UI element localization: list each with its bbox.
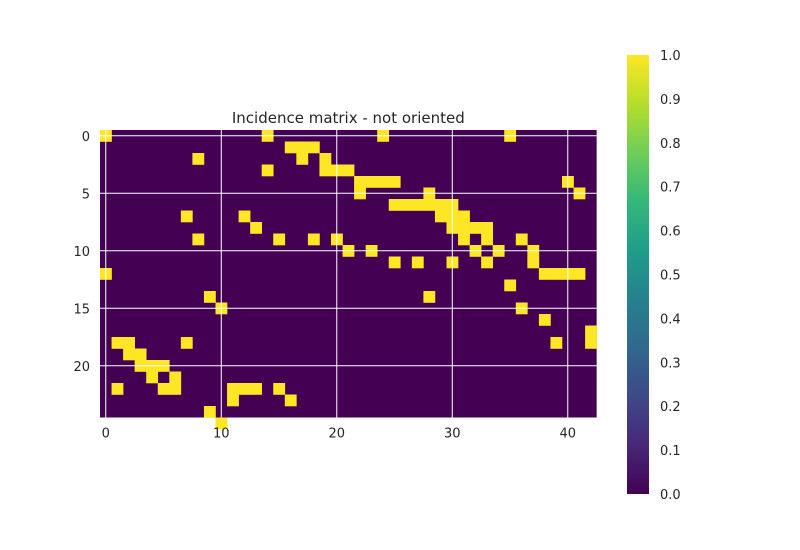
x-tick-label: 0 (102, 427, 110, 442)
heatmap-cell (284, 394, 297, 407)
heatmap-cell (400, 199, 413, 211)
heatmap-cell (481, 256, 493, 269)
heatmap-cell (192, 153, 205, 165)
colorbar-tick-label: 0.2 (660, 400, 681, 415)
heatmap-cell (319, 164, 332, 177)
heatmap-cell (261, 164, 274, 177)
heatmap-cell (203, 291, 216, 303)
heatmap-cell (388, 176, 401, 188)
heatmap-cell (273, 233, 286, 246)
heatmap-cell (238, 383, 251, 395)
colorbar-tick-label: 0.9 (660, 93, 681, 108)
chart-title: Incidence matrix - not oriented (232, 109, 465, 127)
heatmap-cell (123, 337, 135, 349)
heatmap-cell (434, 199, 447, 211)
heatmap-cell (180, 210, 193, 223)
heatmap-cell (250, 222, 262, 234)
y-tick-label: 5 (82, 187, 90, 202)
heatmap-cell (515, 233, 528, 246)
heatmap-cell (296, 141, 309, 154)
heatmap-cell (169, 383, 182, 395)
x-tick-label: 40 (560, 427, 577, 442)
heatmap-plot (100, 130, 597, 430)
colorbar-tick-label: 0.0 (660, 488, 681, 503)
heatmap-cell (481, 233, 493, 246)
colorbar: 0.0 0.1 0.2 0.3 0.4 0.5 0.6 0.7 0.8 0.9 1.0 (627, 49, 681, 503)
colorbar-tick-label: 0.7 (660, 181, 681, 196)
heatmap-cell (342, 164, 355, 177)
heatmap-cell (538, 268, 551, 280)
heatmap-cell (180, 337, 193, 349)
heatmap-cell (550, 268, 563, 280)
heatmap-cell (388, 256, 401, 269)
y-tick-label: 15 (73, 302, 90, 317)
heatmap-cell (550, 337, 563, 349)
x-tick-label: 10 (213, 427, 230, 442)
heatmap-background (100, 130, 597, 418)
colorbar-tick-label: 0.6 (660, 225, 681, 240)
heatmap-cell (354, 176, 366, 188)
heatmap-cell (307, 233, 320, 246)
heatmap-cell (273, 383, 286, 395)
grid-lines (100, 130, 597, 418)
heatmap-cell (215, 417, 228, 430)
heatmap-cell (250, 383, 262, 395)
heatmap-cell (504, 279, 517, 292)
heatmap-cell (434, 210, 447, 223)
heatmap-cell (192, 233, 205, 246)
axis-ticks: 0 10 20 30 40 0 5 10 15 20 (73, 130, 576, 442)
heatmap-cell (111, 383, 124, 395)
y-tick-label: 20 (73, 360, 90, 375)
heatmap-cell (169, 371, 182, 384)
heatmap-cell (111, 337, 124, 349)
heatmap-cell (585, 337, 597, 349)
heatmap-cell (157, 383, 170, 395)
y-tick-label: 0 (82, 130, 90, 145)
heatmap-cell (411, 256, 424, 269)
heatmap-cell (377, 176, 390, 188)
heatmap-cell (227, 383, 239, 395)
colorbar-tick-label: 0.4 (660, 312, 681, 327)
heatmap-cell (423, 291, 436, 303)
colorbar-tick-label: 1.0 (660, 49, 681, 64)
y-tick-label: 10 (73, 245, 90, 260)
heatmap-cell (469, 222, 482, 234)
heatmap-cell (319, 153, 332, 165)
colorbar-tick-label: 0.5 (660, 269, 681, 284)
heatmap-cell (585, 325, 597, 338)
heatmap-cell (458, 222, 470, 234)
colorbar-gradient (627, 55, 649, 494)
x-tick-label: 30 (444, 427, 461, 442)
heatmap-cell (411, 199, 424, 211)
heatmap-cell (423, 199, 436, 211)
colorbar-tick-label: 0.3 (660, 356, 681, 371)
heatmap-cell (123, 348, 135, 361)
heatmap-cell (227, 394, 239, 407)
heatmap-cell (284, 141, 297, 154)
heatmap-cell (365, 176, 378, 188)
heatmap-cell (527, 256, 540, 269)
heatmap-cell (307, 141, 320, 154)
heatmap-cell (134, 348, 147, 361)
x-tick-label: 20 (329, 427, 346, 442)
colorbar-tick-label: 0.1 (660, 444, 681, 459)
heatmap-cell (458, 233, 470, 246)
heatmap-cell (238, 210, 251, 223)
heatmap-cell (203, 406, 216, 418)
heatmap-cell (481, 222, 493, 234)
heatmap-cell (388, 199, 401, 211)
colorbar-tick-label: 0.8 (660, 137, 681, 152)
heatmap-cell (573, 268, 586, 280)
heatmap-cell (458, 210, 470, 223)
heatmap-cell (296, 153, 309, 165)
heatmap-cell (146, 371, 159, 384)
heatmap-cell (538, 314, 551, 326)
